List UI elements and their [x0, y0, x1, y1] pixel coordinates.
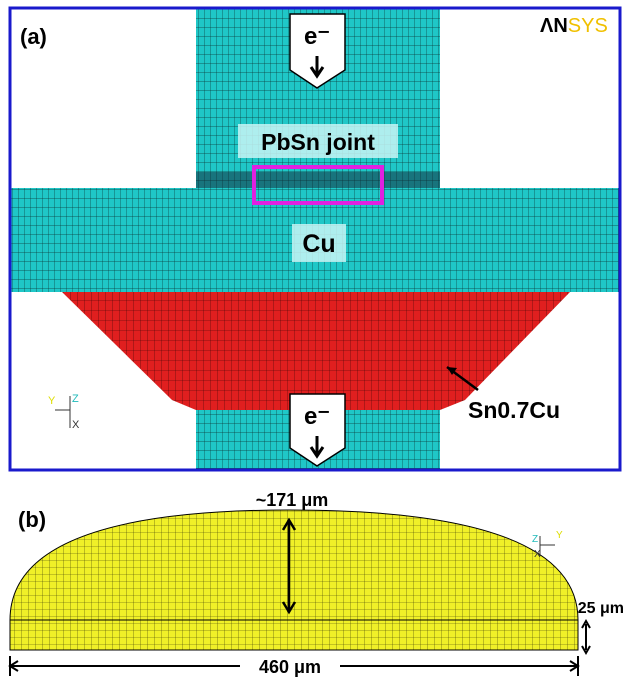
width-label: 460 μm — [259, 657, 321, 677]
panel-label: (a) — [20, 24, 47, 49]
panel-a: e⁻ e⁻ PbSn joint Cu Sn0.7Cu (a) ΛNSYS Y … — [10, 8, 620, 470]
height-label: ~171 μm — [256, 490, 329, 510]
thickness-arrow — [582, 621, 590, 653]
page: {"panel_a":{"label":"(a)","logo_an":"ΛN"… — [0, 0, 626, 679]
panel-b: (b) ~171 μm 25 μm 460 μm Z Y X — [10, 490, 624, 678]
logo-an: ΛN — [540, 15, 568, 37]
panel-label: (b) — [18, 507, 46, 532]
triad-label: Z — [532, 534, 538, 545]
thickness-label: 25 μm — [578, 600, 624, 617]
triad-label: Y — [556, 530, 563, 541]
triad — [540, 536, 555, 556]
joint-label: PbSn joint — [261, 129, 375, 155]
triad-label: Z — [72, 393, 79, 405]
figure: e⁻ e⁻ PbSn joint Cu Sn0.7Cu (a) ΛNSYS Y … — [0, 0, 626, 679]
triad-label: X — [72, 419, 80, 431]
triad — [55, 396, 70, 428]
triad-label: X — [534, 549, 541, 560]
joint-region — [196, 172, 440, 188]
electron-label: e⁻ — [304, 23, 330, 50]
logo: ΛNSYS — [540, 15, 608, 37]
electron-label: e⁻ — [304, 403, 330, 430]
solder-label: Sn0.7Cu — [468, 397, 560, 423]
slab — [10, 620, 578, 650]
triad-label: Y — [48, 395, 56, 407]
cu-label: Cu — [302, 230, 335, 258]
logo-sys: SYS — [568, 15, 608, 37]
solder-cone — [62, 292, 570, 410]
